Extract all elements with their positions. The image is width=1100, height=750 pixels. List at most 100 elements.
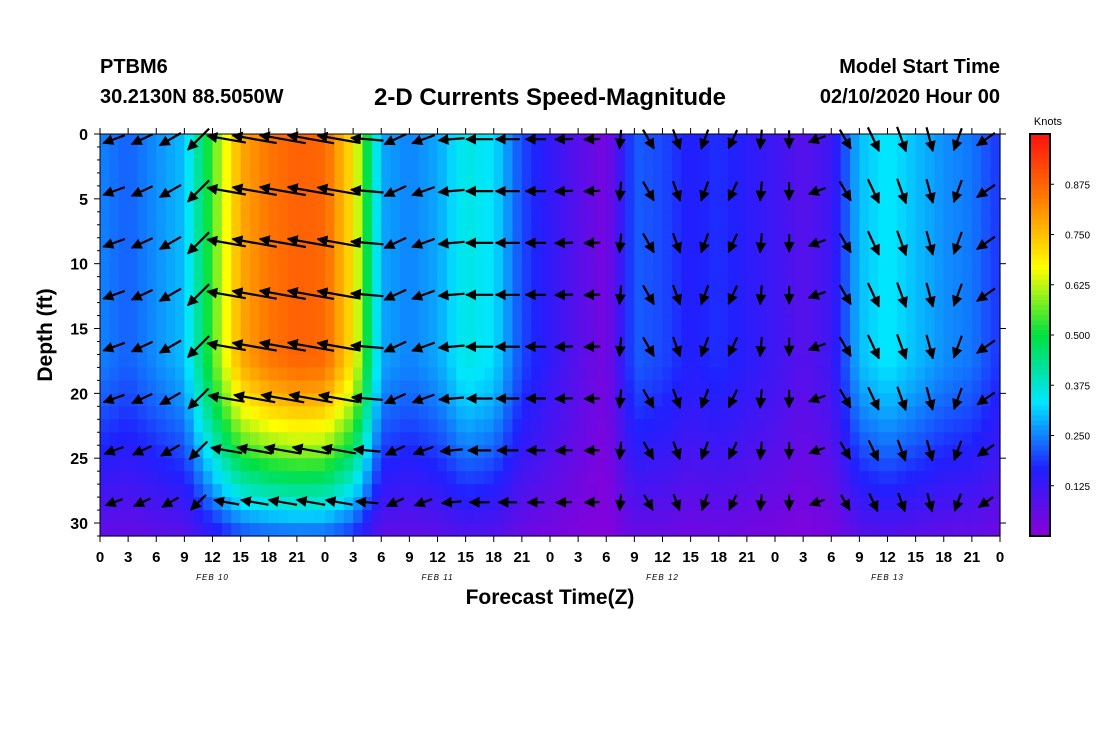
heatmap-cell (587, 432, 598, 446)
current-arrow (383, 185, 407, 198)
heatmap-cell (437, 263, 448, 278)
colorbar-tick-label: 0.500 (1065, 331, 1090, 342)
heatmap-cell (718, 367, 729, 381)
heatmap-cell (596, 471, 607, 485)
colorbar-cell (1030, 465, 1050, 472)
heatmap-cell (709, 276, 720, 291)
heatmap-cell (746, 289, 757, 304)
heatmap-cell (446, 380, 457, 394)
current-arrow (977, 496, 994, 509)
heatmap-cell (671, 419, 682, 433)
heatmap-cell (493, 367, 504, 381)
heatmap-cell (493, 289, 504, 304)
heatmap-cell (278, 341, 289, 356)
heatmap-cell (315, 250, 326, 265)
heatmap-cell (653, 237, 664, 252)
heatmap-cell (540, 198, 551, 213)
heatmap-cell (896, 198, 907, 213)
heatmap-cell (137, 419, 148, 433)
heatmap-cell (746, 419, 757, 433)
x-tick-label: 15 (232, 549, 249, 566)
heatmap-cell (878, 406, 889, 420)
heatmap-cell (934, 393, 945, 407)
heatmap-cell (625, 497, 635, 511)
heatmap-cell (193, 432, 204, 446)
heatmap-cell (343, 406, 354, 420)
heatmap-cell (418, 302, 429, 317)
heatmap-cell (568, 159, 579, 174)
current-arrow (440, 496, 462, 508)
heatmap-cell (700, 224, 710, 239)
heatmap-cell (409, 198, 420, 213)
heatmap-cell (700, 250, 710, 265)
heatmap-cell (943, 146, 954, 161)
heatmap-cell (634, 237, 645, 252)
heatmap-cell (493, 172, 504, 187)
heatmap-cell (925, 432, 935, 446)
heatmap-cell (493, 458, 504, 472)
heatmap-cell (906, 250, 917, 265)
heatmap-cell (596, 419, 607, 433)
heatmap-cell (428, 341, 439, 356)
heatmap-cell (306, 393, 317, 407)
heatmap-cell (821, 523, 832, 537)
heatmap-cell (306, 250, 317, 265)
heatmap-cell (868, 380, 879, 394)
heatmap-cell (128, 211, 139, 226)
heatmap-cell (953, 172, 964, 187)
heatmap-cell (681, 289, 692, 304)
heatmap-cell (400, 510, 410, 524)
heatmap-cell (915, 315, 926, 330)
heatmap-cell (962, 419, 973, 433)
heatmap-cell (296, 185, 307, 200)
heatmap-cell (690, 341, 701, 356)
heatmap-cell (793, 159, 804, 174)
heatmap-cell (446, 237, 457, 252)
heatmap-cell (615, 471, 626, 485)
current-arrow (700, 493, 711, 512)
heatmap-cell (175, 328, 185, 343)
heatmap-cell (409, 432, 420, 446)
heatmap-cell (671, 159, 682, 174)
heatmap-cell (493, 302, 504, 317)
heatmap-cell (128, 198, 139, 213)
heatmap-cell (915, 458, 926, 472)
heatmap-cell (953, 523, 964, 537)
heatmap-cell (418, 289, 429, 304)
heatmap-cell (512, 185, 523, 200)
heatmap-cell (925, 263, 935, 278)
heatmap-cell (643, 172, 654, 187)
heatmap-cell (662, 185, 673, 200)
heatmap-cell (334, 458, 345, 472)
heatmap-cell (456, 354, 467, 369)
heatmap-cell (878, 159, 889, 174)
heatmap-cell (296, 367, 307, 381)
heatmap-cell (634, 263, 645, 278)
heatmap-cell (803, 484, 814, 498)
heatmap-cell (737, 263, 748, 278)
heatmap-cell (700, 419, 710, 433)
heatmap-cell (109, 302, 120, 317)
heatmap-cell (578, 328, 589, 343)
heatmap-cell (456, 341, 467, 356)
heatmap-cell (756, 328, 767, 343)
heatmap-cell (568, 510, 579, 524)
heatmap-cell (934, 471, 945, 485)
heatmap-cell (990, 471, 1001, 485)
heatmap-cell (643, 510, 654, 524)
colorbar-cell (1030, 355, 1050, 361)
heatmap-cell (587, 159, 598, 174)
heatmap-cell (175, 510, 185, 524)
heatmap-cell (887, 289, 898, 304)
heatmap-cell (287, 172, 298, 187)
heatmap-cell (306, 354, 317, 369)
heatmap-cell (315, 406, 326, 420)
heatmap-cell (793, 328, 804, 343)
heatmap-cell (634, 419, 645, 433)
heatmap-cell (756, 224, 767, 239)
heatmap-cell (568, 289, 579, 304)
heatmap-cell (306, 198, 317, 213)
heatmap-cell (803, 159, 814, 174)
heatmap-cell (906, 341, 917, 356)
heatmap-cell (156, 146, 167, 161)
